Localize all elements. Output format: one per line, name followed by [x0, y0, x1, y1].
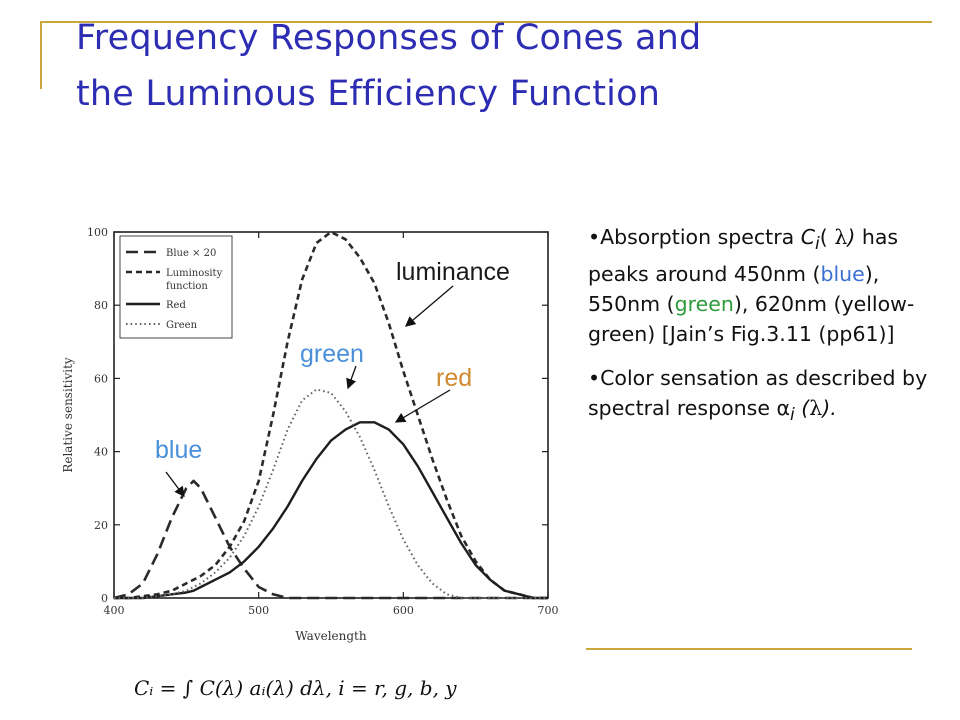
slide-title-line-1: Frequency Responses of Cones and	[76, 18, 702, 58]
legend-box	[119, 235, 233, 339]
lambda-symbol: λ	[809, 396, 823, 421]
y-tick-label: 0	[101, 592, 108, 605]
series-line-green	[114, 388, 548, 599]
y-axis-label: Relative sensitivity	[61, 357, 75, 473]
red-annotation: red	[436, 364, 473, 392]
bullet-text: )	[847, 225, 856, 249]
series-line-red	[114, 421, 548, 600]
bullet-text: ).	[822, 396, 837, 421]
legend-label: Green	[166, 320, 198, 331]
green-arrow	[346, 365, 357, 390]
y-tick-label: 100	[87, 226, 108, 239]
integral-formula: Cᵢ = ∫ C(λ) aᵢ(λ) dλ, i = r, g, b, y	[134, 676, 457, 700]
green-annotation: green	[300, 340, 364, 368]
bullet-color-sensation: •Color sensation as described by spectra…	[588, 363, 928, 430]
legend-label: function	[166, 281, 208, 292]
bullet-absorption-spectra: •Absorption spectra Ci( λ) has peaks aro…	[588, 222, 928, 349]
top-rule	[40, 21, 932, 23]
legend-label: Blue × 20	[166, 248, 216, 259]
x-tick-label: 700	[538, 604, 559, 617]
symbol-c: C	[800, 225, 816, 249]
bullet-dot: •	[588, 366, 601, 391]
legend-label: Red	[166, 300, 186, 311]
bullet-text: (	[819, 225, 835, 249]
x-tick-label: 600	[393, 604, 414, 617]
x-axis-label: Wavelength	[295, 629, 366, 643]
x-tick-label: 400	[104, 604, 125, 617]
blue-arrow	[165, 471, 185, 498]
bullet-text: has peaks around 450nm (	[588, 225, 899, 287]
red-arrow	[394, 389, 451, 423]
bullet-text: Color sensation as described by spectral…	[588, 366, 928, 421]
blue-word: blue	[820, 262, 865, 287]
subscript-i: i	[815, 234, 820, 255]
bottom-rule	[586, 648, 912, 650]
bullet-dot: •	[588, 225, 601, 249]
bullet-text: Absorption spectra	[600, 225, 795, 249]
bullet-text: ), 620nm (yellow-green) [Jain’s Fig.3.11…	[588, 292, 915, 347]
y-tick-label: 20	[94, 519, 108, 532]
cone-response-chart: 0 20 40 60 80 100 400 500 600 700 Wavelength Relati…	[61, 226, 559, 643]
green-word: green	[674, 292, 734, 317]
luminance-annotation: luminance	[396, 258, 510, 286]
x-tick-label: 500	[248, 604, 269, 617]
blue-annotation: blue	[155, 436, 203, 464]
y-tick-label: 80	[94, 299, 108, 312]
subscript-i: i	[789, 405, 795, 426]
bullet-text: (	[794, 396, 810, 421]
bullet-list: •Absorption spectra Ci( λ) has peaks aro…	[588, 222, 928, 444]
chart-plot-layer: 0 20 40 60 80 100 400 500 600 700 Wavelength Relati…	[61, 226, 559, 643]
slide-title-line-2: the Luminous Efficiency Function	[76, 74, 661, 114]
lambda-symbol: λ	[834, 225, 848, 249]
legend-label: Luminosity	[166, 268, 223, 279]
left-rule	[40, 21, 42, 89]
y-tick-label: 60	[94, 372, 108, 385]
luminance-arrow	[405, 285, 454, 327]
bullet-text: ), 550nm (	[588, 262, 880, 317]
y-tick-label: 40	[94, 446, 108, 459]
series-line-blue-20	[113, 479, 548, 600]
